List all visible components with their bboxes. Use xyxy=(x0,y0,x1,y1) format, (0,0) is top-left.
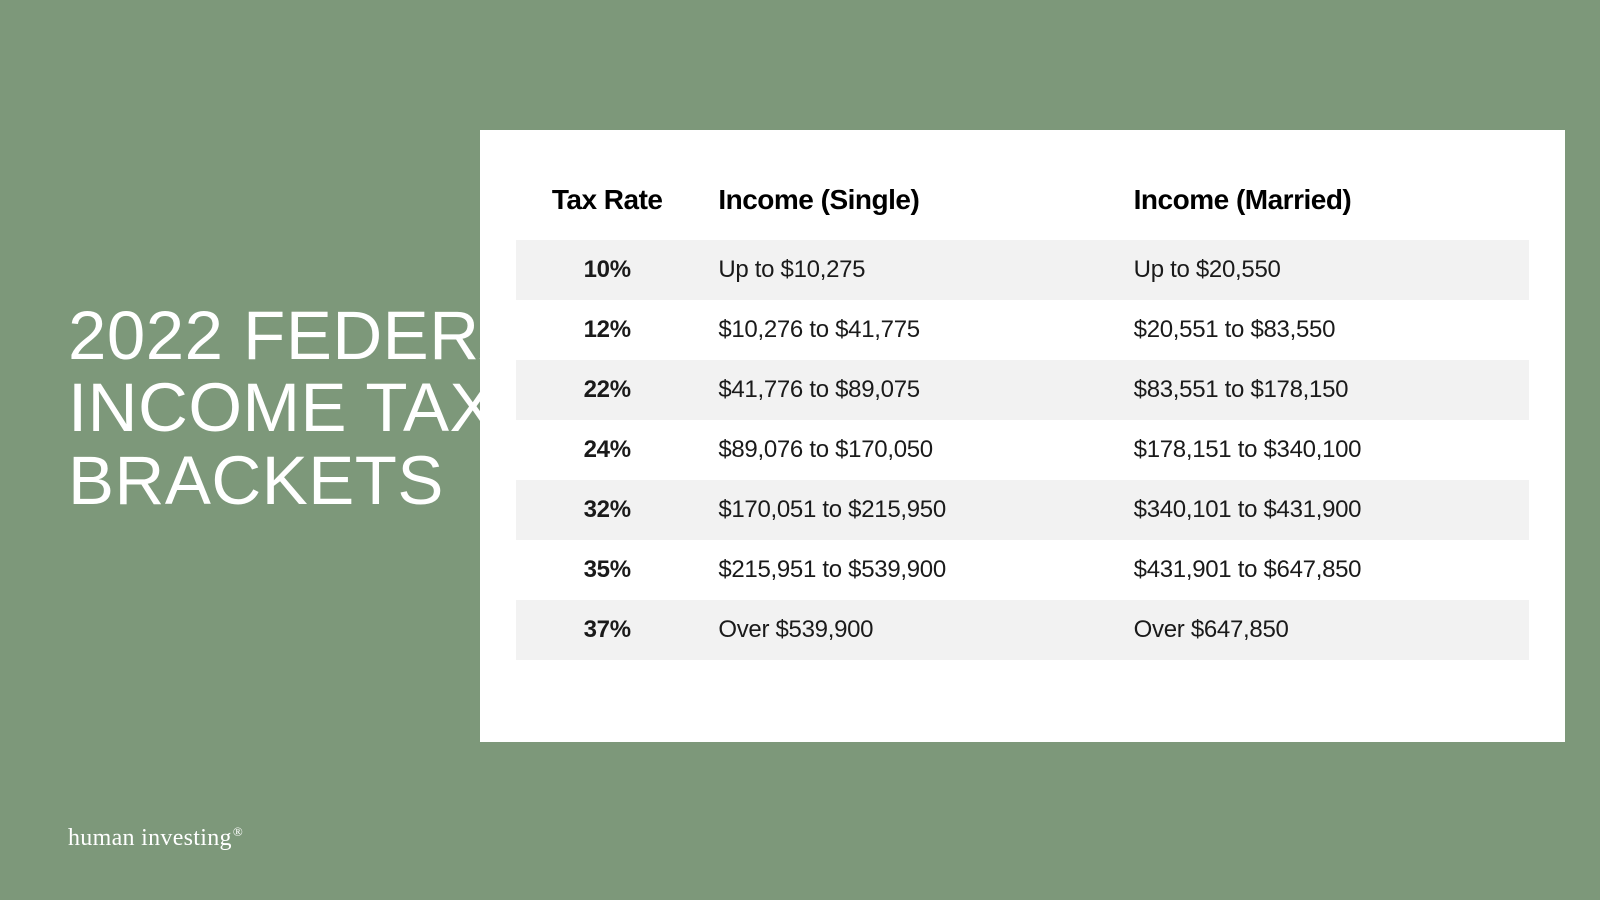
col-header-married: Income (Married) xyxy=(1114,170,1529,240)
cell-single: $89,076 to $170,050 xyxy=(698,420,1113,480)
cell-rate: 10% xyxy=(516,240,698,300)
table-row: 22% $41,776 to $89,075 $83,551 to $178,1… xyxy=(516,360,1529,420)
cell-rate: 32% xyxy=(516,480,698,540)
cell-single: $41,776 to $89,075 xyxy=(698,360,1113,420)
col-header-single: Income (Single) xyxy=(698,170,1113,240)
col-header-rate: Tax Rate xyxy=(516,170,698,240)
cell-married: $431,901 to $647,850 xyxy=(1114,540,1529,600)
tax-brackets-table: Tax Rate Income (Single) Income (Married… xyxy=(516,170,1529,660)
cell-married: $178,151 to $340,100 xyxy=(1114,420,1529,480)
cell-rate: 24% xyxy=(516,420,698,480)
cell-rate: 35% xyxy=(516,540,698,600)
cell-married: $20,551 to $83,550 xyxy=(1114,300,1529,360)
cell-married: $83,551 to $178,150 xyxy=(1114,360,1529,420)
cell-single: $170,051 to $215,950 xyxy=(698,480,1113,540)
cell-married: Over $647,850 xyxy=(1114,600,1529,660)
cell-married: Up to $20,550 xyxy=(1114,240,1529,300)
table-row: 35% $215,951 to $539,900 $431,901 to $64… xyxy=(516,540,1529,600)
cell-married: $340,101 to $431,900 xyxy=(1114,480,1529,540)
cell-rate: 12% xyxy=(516,300,698,360)
table-row: 37% Over $539,900 Over $647,850 xyxy=(516,600,1529,660)
cell-single: Over $539,900 xyxy=(698,600,1113,660)
table-header-row: Tax Rate Income (Single) Income (Married… xyxy=(516,170,1529,240)
cell-single: $10,276 to $41,775 xyxy=(698,300,1113,360)
table-row: 10% Up to $10,275 Up to $20,550 xyxy=(516,240,1529,300)
cell-rate: 37% xyxy=(516,600,698,660)
brand-logo: human investing® xyxy=(68,824,243,852)
table-row: 12% $10,276 to $41,775 $20,551 to $83,55… xyxy=(516,300,1529,360)
cell-rate: 22% xyxy=(516,360,698,420)
table-row: 24% $89,076 to $170,050 $178,151 to $340… xyxy=(516,420,1529,480)
brand-text: human investing xyxy=(68,825,232,851)
brand-mark: ® xyxy=(233,824,243,839)
tax-table-card: Tax Rate Income (Single) Income (Married… xyxy=(480,130,1565,742)
cell-single: $215,951 to $539,900 xyxy=(698,540,1113,600)
table-row: 32% $170,051 to $215,950 $340,101 to $43… xyxy=(516,480,1529,540)
cell-single: Up to $10,275 xyxy=(698,240,1113,300)
